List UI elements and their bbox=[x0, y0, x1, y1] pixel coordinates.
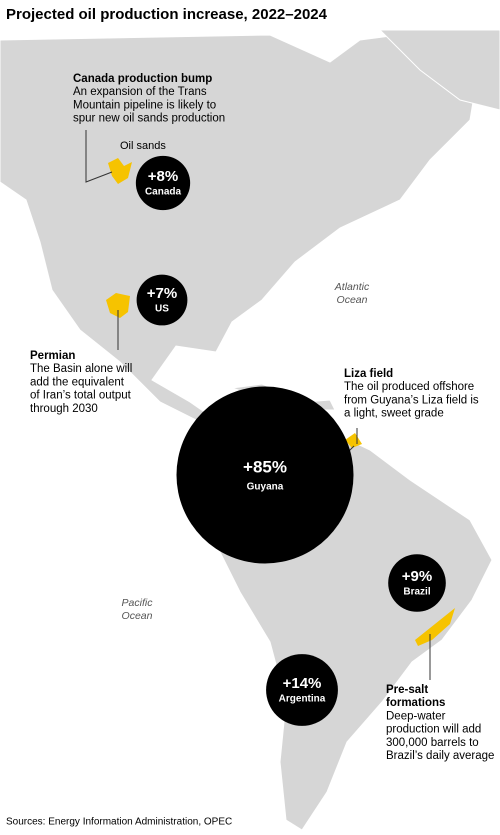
annotation-title: Canada production bump bbox=[73, 73, 212, 85]
annotation-text: production will add bbox=[386, 724, 481, 736]
annotation-text: through 2030 bbox=[30, 403, 98, 415]
source: Sources: Energy Information Administrati… bbox=[6, 817, 232, 828]
ocean-label: Ocean bbox=[122, 610, 153, 622]
bubble bbox=[388, 554, 446, 612]
annotation-text: Deep-water bbox=[386, 710, 446, 722]
bubble bbox=[135, 155, 191, 211]
title: Projected oil production increase, 2022–… bbox=[6, 6, 328, 23]
annotation-title: formations bbox=[386, 697, 445, 709]
pre-salt bbox=[415, 608, 455, 646]
ocean-label: Pacific bbox=[122, 597, 154, 609]
annotation-text: 300,000 barrels to bbox=[386, 737, 479, 749]
annotation-text: a light, sweet grade bbox=[344, 408, 444, 420]
oil-sands bbox=[108, 158, 132, 184]
permian-basin bbox=[106, 293, 130, 318]
annotation-text: of Iran’s total output bbox=[30, 390, 132, 402]
ocean-label: Ocean bbox=[337, 294, 368, 306]
annotation-text: Brazil’s daily average bbox=[386, 750, 494, 762]
oil-sands-label: Oil sands bbox=[120, 140, 166, 152]
bubble-value: +9% bbox=[402, 568, 432, 585]
bubble-value: +85% bbox=[243, 457, 287, 476]
annotation-text: add the equivalent bbox=[30, 376, 125, 388]
bubble-value: +14% bbox=[283, 675, 322, 692]
leader-line bbox=[85, 130, 113, 183]
annotation-text: An expansion of the Trans bbox=[73, 86, 207, 98]
annotation-text: The oil produced offshore bbox=[344, 381, 474, 393]
bubble-value: +7% bbox=[147, 285, 177, 302]
bubble-name: Canada bbox=[145, 187, 182, 198]
liza-field bbox=[345, 433, 362, 448]
bubble-name: Brazil bbox=[403, 587, 430, 598]
ocean-label: Atlantic bbox=[334, 281, 370, 293]
annotation-text: from Guyana’s Liza field is bbox=[344, 394, 479, 406]
annotation-text: spur new oil sands production bbox=[73, 113, 225, 125]
annotation-text: The Basin alone will bbox=[30, 363, 132, 375]
bubble-value: +8% bbox=[148, 168, 178, 185]
bubble-name: Argentina bbox=[279, 694, 326, 705]
annotation-title: Permian bbox=[30, 350, 75, 362]
greenland bbox=[378, 29, 500, 111]
oil-regions bbox=[106, 158, 455, 646]
bubble bbox=[266, 654, 338, 726]
annotation-title: Liza field bbox=[344, 368, 393, 380]
bubble bbox=[176, 386, 354, 564]
bubble-name: US bbox=[155, 304, 169, 315]
bubble-name: Guyana bbox=[247, 482, 284, 493]
annotation-title: Pre-salt bbox=[386, 684, 428, 696]
bubble bbox=[136, 274, 188, 326]
annotation-text: Mountain pipeline is likely to bbox=[73, 99, 216, 111]
